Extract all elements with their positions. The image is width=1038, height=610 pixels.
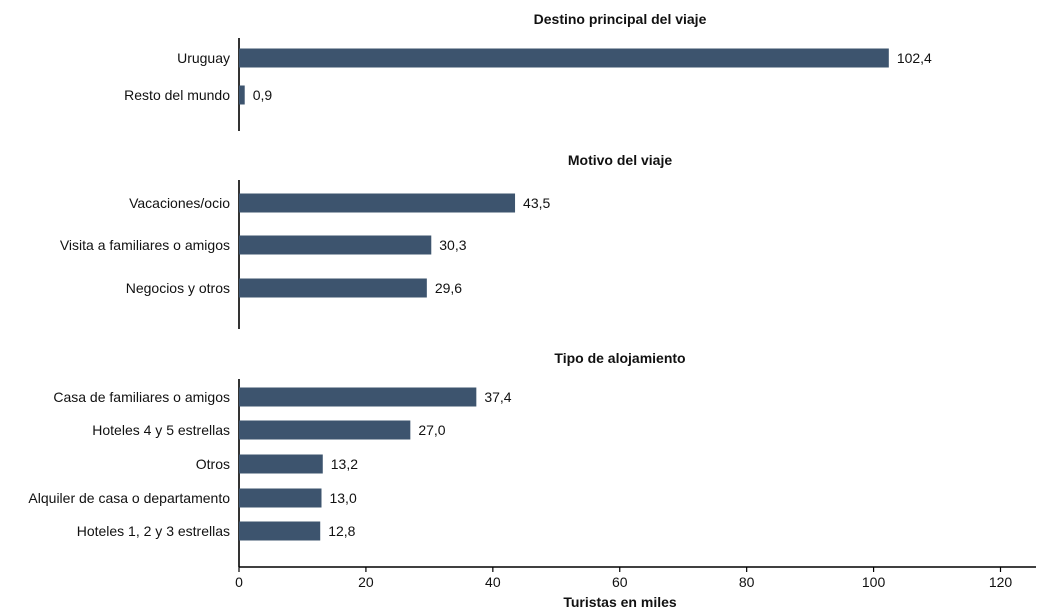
x-tick-label: 60 xyxy=(612,574,628,590)
data-label: 0,9 xyxy=(253,87,273,103)
category-label: Hoteles 4 y 5 estrellas xyxy=(92,422,230,438)
panel: Motivo del viaje Vacaciones/ocio 43,5 Visit… xyxy=(60,152,672,329)
bar xyxy=(239,521,321,541)
chart-panels: Destino principal del viaje Uruguay 102,4 R… xyxy=(28,11,932,567)
bar xyxy=(239,454,323,474)
data-label: 13,2 xyxy=(331,456,358,472)
data-label: 27,0 xyxy=(418,422,445,438)
bar xyxy=(239,193,516,213)
bar xyxy=(239,278,427,298)
data-label: 13,0 xyxy=(329,490,356,506)
x-tick-label: 120 xyxy=(989,574,1013,590)
x-tick-label: 40 xyxy=(485,574,501,590)
bar xyxy=(239,235,432,255)
data-label: 43,5 xyxy=(523,195,550,211)
bar xyxy=(239,85,245,105)
panel-title: Destino principal del viaje xyxy=(534,11,707,27)
x-axis-label: Turistas en miles xyxy=(563,594,677,610)
category-label: Uruguay xyxy=(177,50,230,66)
panel: Tipo de alojamiento Casa de familiares o … xyxy=(28,350,686,567)
x-axis: 0 20 40 60 80 100 120 xyxy=(235,566,1036,590)
panel-title: Tipo de alojamiento xyxy=(554,350,685,366)
category-label: Visita a familiares o amigos xyxy=(60,237,230,253)
panel: Destino principal del viaje Uruguay 102,4 R… xyxy=(124,11,932,131)
x-tick-label: 100 xyxy=(862,574,886,590)
data-label: 37,4 xyxy=(484,389,511,405)
bar xyxy=(239,420,411,440)
data-label: 30,3 xyxy=(439,237,466,253)
data-label: 102,4 xyxy=(897,50,932,66)
panel-title: Motivo del viaje xyxy=(568,152,672,168)
category-label: Alquiler de casa o departamento xyxy=(28,490,230,506)
bar xyxy=(239,488,322,508)
bar xyxy=(239,387,477,407)
x-tick-label: 0 xyxy=(235,574,243,590)
category-label: Otros xyxy=(196,456,230,472)
data-label: 12,8 xyxy=(328,523,355,539)
bar xyxy=(239,48,889,68)
category-label: Resto del mundo xyxy=(124,87,230,103)
category-label: Hoteles 1, 2 y 3 estrellas xyxy=(77,523,230,539)
data-label: 29,6 xyxy=(435,280,462,296)
x-tick-label: 80 xyxy=(739,574,755,590)
x-tick-label: 20 xyxy=(358,574,374,590)
category-label: Vacaciones/ocio xyxy=(129,195,230,211)
category-label: Negocios y otros xyxy=(126,280,230,296)
category-label: Casa de familiares o amigos xyxy=(53,389,230,405)
